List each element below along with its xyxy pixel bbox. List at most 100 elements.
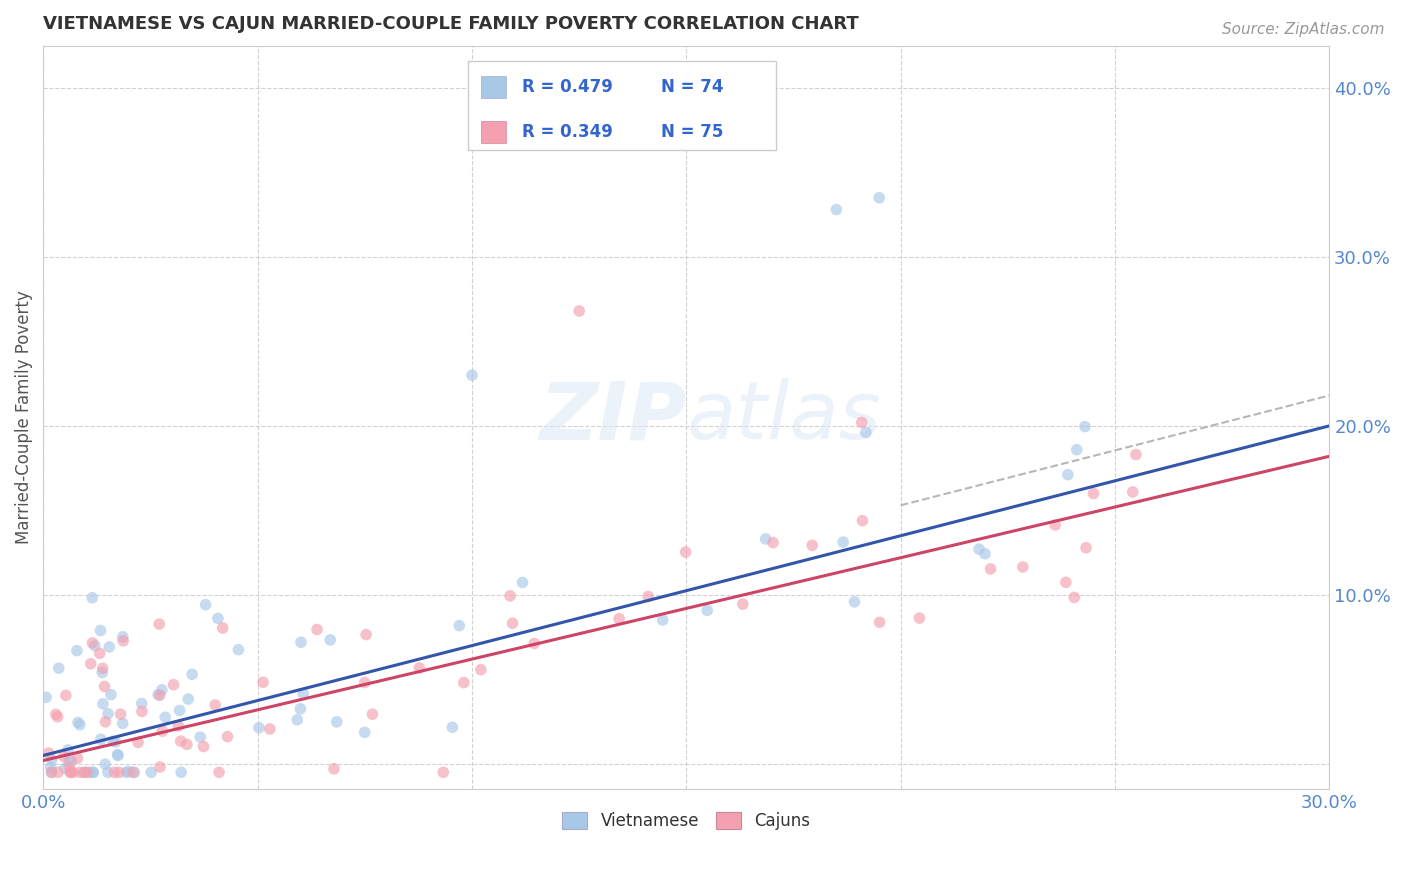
Point xyxy=(292,687,315,701)
Point xyxy=(170,765,193,780)
Point xyxy=(188,730,211,744)
Point xyxy=(217,730,239,744)
Point xyxy=(46,765,69,780)
Point xyxy=(869,615,891,630)
Point xyxy=(974,547,997,561)
Point xyxy=(98,640,121,654)
Point xyxy=(1066,442,1088,457)
Point xyxy=(38,746,60,760)
Point xyxy=(470,663,492,677)
Point xyxy=(326,714,349,729)
Point xyxy=(89,646,111,660)
Point xyxy=(453,675,475,690)
Point xyxy=(59,765,82,780)
Point xyxy=(66,643,89,657)
Point xyxy=(731,597,754,611)
Point xyxy=(110,707,132,722)
Point xyxy=(908,611,931,625)
Point xyxy=(69,718,91,732)
Point xyxy=(354,627,377,641)
FancyBboxPatch shape xyxy=(468,61,776,150)
Point xyxy=(1074,419,1097,434)
Point xyxy=(56,743,79,757)
Y-axis label: Married-Couple Family Poverty: Married-Couple Family Poverty xyxy=(15,291,32,544)
Point xyxy=(449,618,471,632)
Text: R = 0.349: R = 0.349 xyxy=(522,123,613,141)
Point xyxy=(1125,448,1147,462)
Point xyxy=(167,719,190,733)
Point xyxy=(844,595,866,609)
Point xyxy=(80,657,103,671)
Point xyxy=(73,765,96,780)
Point xyxy=(52,749,75,764)
Point xyxy=(111,630,134,644)
Point xyxy=(131,705,153,719)
Point xyxy=(59,765,82,780)
Point xyxy=(79,765,101,780)
Point xyxy=(1056,467,1078,482)
Point xyxy=(169,703,191,717)
Point xyxy=(127,735,149,749)
Point xyxy=(307,623,329,637)
Point xyxy=(69,765,91,780)
Point xyxy=(48,661,70,675)
Point xyxy=(124,765,146,780)
Point xyxy=(499,589,522,603)
Point xyxy=(82,765,104,780)
Point xyxy=(97,765,120,780)
Legend: Vietnamese, Cajuns: Vietnamese, Cajuns xyxy=(555,805,817,837)
Point xyxy=(55,689,77,703)
Point xyxy=(181,667,204,681)
Point xyxy=(82,591,104,605)
Point xyxy=(208,765,231,780)
Text: R = 0.479: R = 0.479 xyxy=(522,78,613,96)
Point xyxy=(523,636,546,650)
Point xyxy=(100,688,122,702)
Point xyxy=(176,738,198,752)
Text: atlas: atlas xyxy=(686,378,882,457)
Point xyxy=(58,754,80,768)
Point xyxy=(675,545,697,559)
Point xyxy=(108,765,131,780)
Point xyxy=(461,368,484,383)
Point xyxy=(323,762,346,776)
Point xyxy=(148,688,170,702)
Point xyxy=(82,636,104,650)
Point xyxy=(89,624,111,638)
Point xyxy=(247,721,270,735)
Point xyxy=(252,675,274,690)
Point xyxy=(94,757,117,772)
Point xyxy=(637,590,659,604)
Point xyxy=(91,697,114,711)
Point xyxy=(101,734,124,748)
Point xyxy=(162,678,184,692)
Point xyxy=(801,538,824,552)
Point xyxy=(1054,575,1077,590)
Point xyxy=(117,764,139,779)
Point xyxy=(651,613,673,627)
Point xyxy=(111,716,134,731)
Point xyxy=(97,706,120,721)
Point xyxy=(967,542,990,557)
Point xyxy=(762,535,785,549)
Point xyxy=(193,739,215,754)
Point xyxy=(851,416,873,430)
Point xyxy=(104,735,127,749)
Point xyxy=(149,760,172,774)
Point xyxy=(204,698,226,712)
Text: N = 75: N = 75 xyxy=(661,123,723,141)
Point xyxy=(94,714,117,729)
Point xyxy=(259,722,281,736)
Point xyxy=(868,191,890,205)
Text: N = 74: N = 74 xyxy=(661,78,723,96)
Point xyxy=(1011,560,1033,574)
Point xyxy=(1074,541,1097,555)
Point xyxy=(91,665,114,680)
Point xyxy=(1122,485,1144,500)
Point xyxy=(207,611,229,625)
Point xyxy=(290,635,312,649)
Point xyxy=(91,661,114,675)
Point xyxy=(502,616,524,631)
Point xyxy=(141,765,163,780)
Point xyxy=(228,642,250,657)
